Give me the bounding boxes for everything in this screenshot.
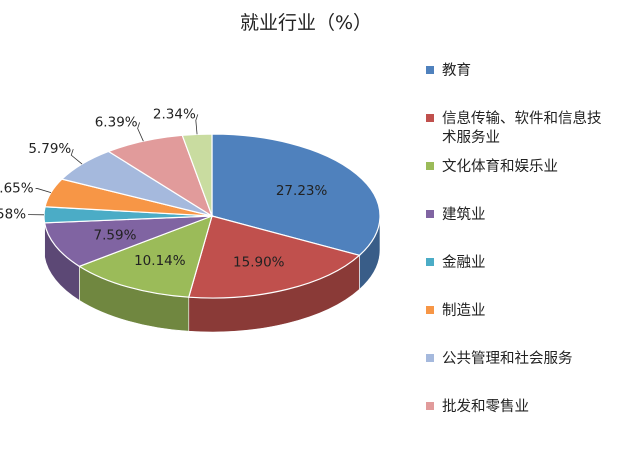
legend-swatch-4 (426, 258, 434, 266)
legend-swatch-3 (426, 210, 434, 218)
data-label-4: 2.58% (0, 207, 26, 223)
legend-label-0: 教育 (442, 62, 471, 79)
legend-swatch-6 (426, 354, 434, 362)
legend-label-1-line1: 术服务业 (442, 129, 500, 146)
legend: 教育信息传输、软件和信息技术服务业文化体育和娱乐业建筑业金融业制造业公共管理和社… (426, 62, 602, 415)
legend-label-7: 批发和零售业 (442, 398, 529, 415)
data-label-3: 7.59% (94, 227, 137, 243)
legend-label-5: 制造业 (442, 302, 486, 319)
legend-label-6: 公共管理和社会服务 (442, 350, 573, 367)
data-label-1: 15.90% (233, 254, 285, 270)
pie-slice-3 (43, 215, 213, 267)
legend-label-4: 金融业 (442, 254, 486, 271)
chart-title: 就业行业（%） (240, 12, 372, 34)
data-label-7: 6.39% (95, 114, 138, 130)
leader-line-7 (137, 122, 144, 142)
legend-swatch-5 (426, 306, 434, 314)
pie-slice-1 (187, 215, 361, 299)
leader-line-5 (35, 188, 52, 193)
data-label-6: 5.79% (28, 141, 71, 157)
pie-plot-area (43, 133, 381, 333)
data-label-0: 27.23% (276, 183, 328, 199)
data-label-8: 2.34% (153, 106, 196, 122)
leader-line-8 (195, 114, 199, 135)
legend-swatch-1 (426, 114, 434, 122)
data-label-5: 4.65% (0, 181, 34, 197)
legend-label-2: 文化体育和娱乐业 (442, 158, 558, 175)
pie-slice-2 (78, 215, 213, 298)
data-labels: 27.23% 15.90% 10.14% 7.59% 2.58% 4.65% 5.79% 6.… (0, 106, 327, 270)
legend-swatch-2 (426, 162, 434, 170)
legend-label-1: 信息传输、软件和信息技 (442, 110, 602, 127)
data-label-2: 10.14% (134, 253, 186, 269)
leader-line-6 (70, 149, 83, 165)
pie-slice-0 (211, 133, 381, 256)
legend-label-3: 建筑业 (442, 206, 486, 223)
legend-swatch-0 (426, 66, 434, 74)
legend-swatch-7 (426, 402, 434, 410)
